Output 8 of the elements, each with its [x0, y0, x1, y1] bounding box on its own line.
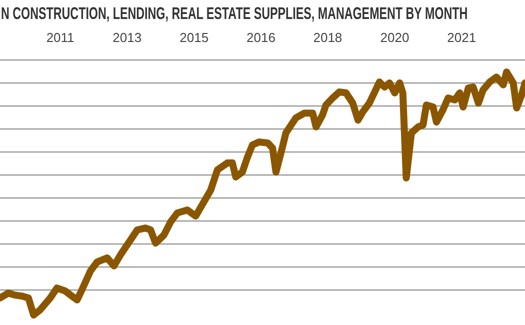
- x-tick-label: 2021: [447, 30, 476, 45]
- x-tick-label: 2018: [313, 30, 342, 45]
- x-tick-label: 2020: [380, 30, 410, 45]
- chart-title: N CONSTRUCTION, LENDING, REAL ESTATE SUPPLIES, MANAGEMENT BY MONTH: [1, 5, 468, 24]
- x-tick-label: 2016: [246, 30, 276, 45]
- x-tick-label: 2011: [46, 30, 74, 45]
- x-tick-label: 2013: [112, 30, 142, 45]
- x-tick-label: 2015: [180, 30, 209, 45]
